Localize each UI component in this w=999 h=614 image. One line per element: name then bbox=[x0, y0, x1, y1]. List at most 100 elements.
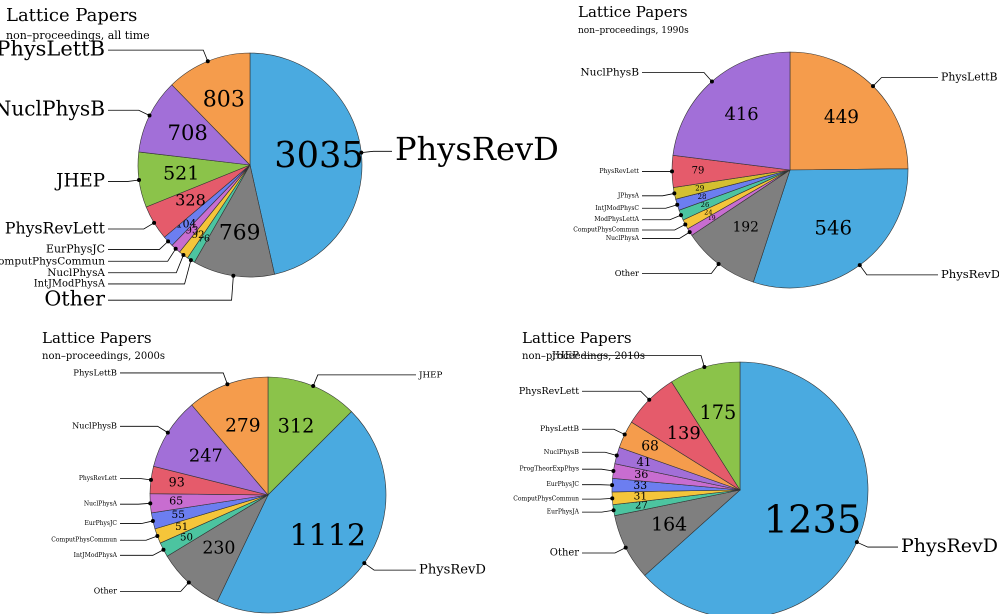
slice-category-label: EurPhysJA bbox=[547, 509, 580, 516]
leader-line bbox=[108, 260, 192, 285]
slice-category-label: PhysLettB bbox=[73, 367, 117, 377]
slice-value-label: 1112 bbox=[289, 518, 366, 553]
slice-value-label: 51 bbox=[175, 521, 188, 533]
slice-value-label: 769 bbox=[219, 221, 261, 246]
slice-value-label: 230 bbox=[202, 539, 235, 559]
chart-title: Lattice Papers bbox=[522, 329, 632, 347]
slice-value-label: 31 bbox=[634, 491, 647, 503]
slice-category-label: JHEP bbox=[551, 351, 579, 362]
slice-category-label: EurPhysJC bbox=[85, 520, 118, 527]
slice-category-label: Other bbox=[44, 287, 105, 311]
slice-value-label: 416 bbox=[724, 104, 758, 125]
slice-category-label: PhysRevD bbox=[419, 563, 486, 578]
slice-category-label: Other bbox=[615, 268, 639, 278]
slice-value-label: 41 bbox=[636, 455, 651, 469]
leader-line bbox=[582, 355, 705, 368]
slice-value-label: 28 bbox=[698, 193, 707, 201]
leader-line bbox=[120, 520, 153, 524]
leader-line bbox=[582, 390, 650, 401]
slice-value-label: 93 bbox=[169, 475, 185, 490]
slice-category-label: Other bbox=[550, 547, 579, 558]
leader-line bbox=[859, 264, 938, 276]
leader-line bbox=[120, 425, 169, 433]
chart-subtitle: non–proceedings, 2010s bbox=[522, 351, 645, 362]
slice-category-label: PhysRevLett bbox=[79, 475, 118, 482]
leader-line bbox=[361, 150, 392, 154]
leader-line bbox=[312, 374, 416, 387]
slice-category-label: ComputPhysCommun bbox=[573, 226, 639, 233]
slice-value-label: 312 bbox=[278, 414, 315, 437]
leader-line bbox=[642, 72, 713, 82]
slice-value-label: 33 bbox=[633, 479, 647, 492]
slice-value-label: 24 bbox=[704, 208, 712, 216]
leader-line bbox=[120, 549, 164, 556]
slice-category-label: PhysLettB bbox=[540, 424, 579, 433]
leader-line bbox=[108, 222, 155, 230]
slice-category-label: IntJModPhysA bbox=[74, 552, 118, 559]
chart-title: Lattice Papers bbox=[578, 3, 688, 21]
slice-category-label: NuclPhysB bbox=[544, 448, 580, 456]
leader-line bbox=[108, 49, 209, 62]
slice-category-label: ModPhysLettA bbox=[594, 216, 639, 223]
leader-line bbox=[582, 547, 626, 554]
slice-category-label: NuclPhysB bbox=[580, 66, 639, 79]
slice-category-label: NuclPhysA bbox=[84, 501, 118, 508]
slice-value-label: 1235 bbox=[764, 497, 862, 542]
slice-category-label: IntJModPhysA bbox=[34, 278, 106, 289]
leader-line bbox=[120, 582, 190, 592]
leader-line bbox=[582, 468, 614, 472]
slice-value-label: 521 bbox=[163, 162, 199, 184]
leader-line bbox=[642, 263, 719, 274]
leader-line bbox=[582, 497, 613, 500]
leader-line bbox=[108, 179, 140, 182]
leader-line bbox=[108, 254, 184, 274]
leader-line bbox=[120, 535, 158, 541]
leader-line bbox=[108, 248, 177, 262]
slice-category-label: PhysRevD bbox=[901, 535, 998, 557]
leader-line bbox=[108, 241, 169, 250]
leader-line bbox=[642, 204, 678, 209]
slice-category-label: NuclPhysB bbox=[72, 420, 117, 430]
slice-value-label: 328 bbox=[175, 190, 206, 209]
leader-line bbox=[582, 451, 617, 456]
slice-value-label: 546 bbox=[814, 217, 852, 240]
slice-category-label: NuclPhysA bbox=[47, 267, 105, 279]
leader-line bbox=[642, 224, 686, 231]
slice-category-label: JPhysA bbox=[617, 192, 640, 199]
slice-value-label: 192 bbox=[733, 220, 759, 236]
slice-value-label: 36 bbox=[634, 468, 648, 481]
slice-value-label: 79 bbox=[692, 166, 705, 177]
slice-category-label: PhysRevLett bbox=[5, 219, 106, 238]
slice-value-label: 164 bbox=[651, 514, 687, 536]
slice-category-label: IntJModPhysC bbox=[595, 205, 639, 212]
leader-line bbox=[582, 428, 625, 435]
chart-subtitle: non–proceedings, all time bbox=[6, 29, 150, 42]
slice-value-label: 139 bbox=[667, 423, 701, 444]
slice-category-label: PhysLettB bbox=[0, 37, 105, 61]
slice-value-label: 175 bbox=[699, 401, 736, 424]
slice-value-label: 3035 bbox=[274, 135, 364, 176]
chart-subtitle: non–proceedings, 1990s bbox=[578, 26, 689, 36]
slice-category-label: JHEP bbox=[54, 171, 105, 192]
slice-value-label: 19 bbox=[708, 215, 716, 222]
leader-line bbox=[856, 541, 898, 548]
leader-line bbox=[582, 509, 614, 513]
slice-category-label: PhysRevD bbox=[941, 267, 999, 281]
slice-value-label: 27 bbox=[635, 500, 648, 511]
chart-title: Lattice Papers bbox=[6, 5, 137, 26]
slice-category-label: ComputPhysCommun bbox=[0, 255, 105, 267]
slice-value-label: 68 bbox=[641, 439, 659, 455]
slice-category-label: PhysLettB bbox=[941, 71, 997, 84]
slice-value-label: 26 bbox=[701, 201, 710, 209]
slice-category-label: JHEP bbox=[418, 370, 442, 380]
slice-value-label: 55 bbox=[172, 509, 185, 521]
leader-line bbox=[108, 109, 150, 116]
leader-line bbox=[120, 477, 152, 481]
leader-line bbox=[872, 77, 938, 87]
leader-dot bbox=[181, 253, 186, 258]
leader-line bbox=[120, 372, 228, 385]
slice-category-label: PhysRevLett bbox=[519, 386, 579, 397]
slice-category-label: PhysRevLett bbox=[599, 168, 639, 175]
slice-category-label: ComputPhysCommun bbox=[51, 537, 117, 544]
